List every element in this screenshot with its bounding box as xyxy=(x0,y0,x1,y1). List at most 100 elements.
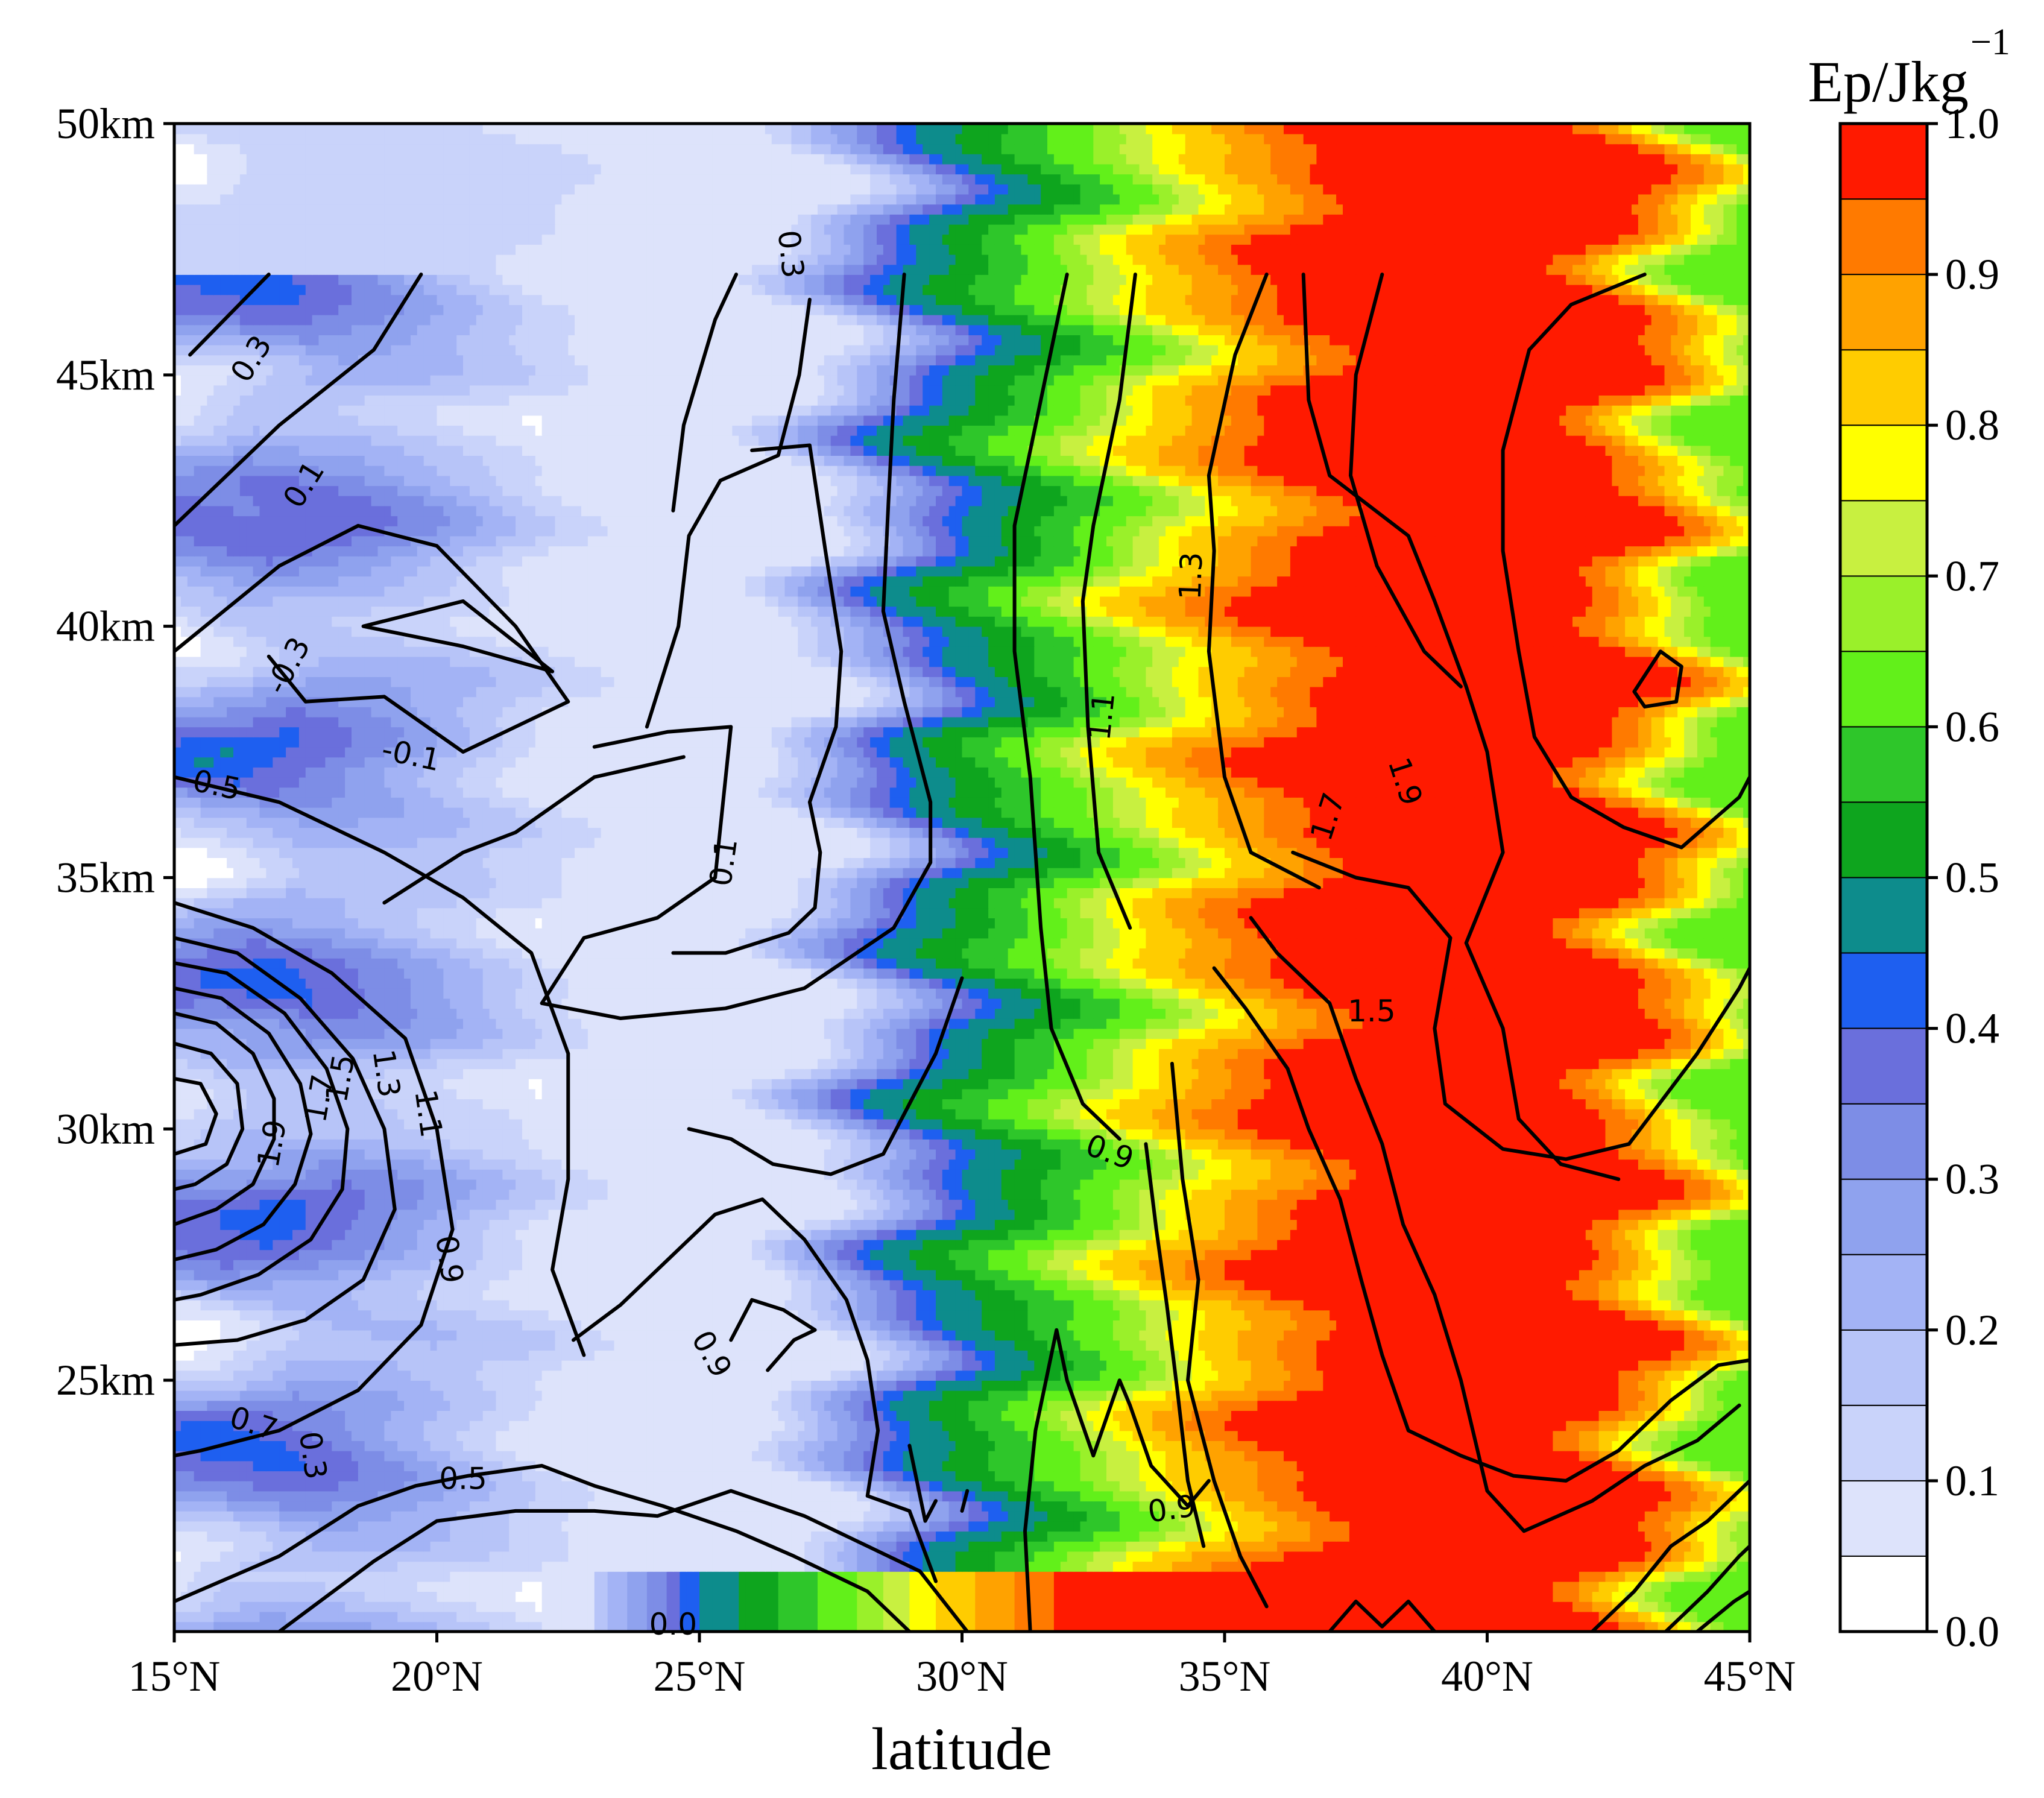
heatmap-cell xyxy=(936,1531,943,1542)
heatmap-cell xyxy=(883,1480,891,1492)
heatmap-cell xyxy=(830,1601,838,1612)
heatmap-cell xyxy=(509,1521,516,1532)
heatmap-cell xyxy=(634,1621,641,1632)
heatmap-cell xyxy=(936,1480,943,1492)
heatmap-cell xyxy=(614,1621,622,1632)
heatmap-cell xyxy=(712,1581,720,1592)
heatmap-cell xyxy=(877,1581,884,1592)
heatmap-cell xyxy=(1277,1480,1284,1492)
heatmap-cell xyxy=(1658,1501,1665,1512)
heatmap-cell xyxy=(693,1440,700,1451)
heatmap-cell xyxy=(1480,1450,1488,1462)
heatmap-cell xyxy=(541,1521,549,1532)
heatmap-cell xyxy=(1519,1440,1527,1451)
heatmap-cell xyxy=(1487,1510,1495,1522)
heatmap-cell xyxy=(883,1471,891,1481)
heatmap-cell xyxy=(1277,1471,1284,1481)
heatmap-cell xyxy=(804,1490,812,1502)
heatmap-cell xyxy=(233,1510,241,1522)
heatmap-cell xyxy=(1369,1601,1377,1612)
heatmap-cell xyxy=(352,1591,359,1602)
heatmap-cell xyxy=(863,1471,871,1481)
heatmap-cell xyxy=(1277,1490,1284,1502)
heatmap-cell xyxy=(1703,1601,1711,1612)
heatmap-cell xyxy=(489,1571,497,1582)
heatmap-cell xyxy=(1047,1440,1055,1451)
heatmap-cell xyxy=(1513,1440,1521,1451)
heatmap-cell xyxy=(187,1621,195,1632)
heatmap-cell xyxy=(1336,1501,1343,1512)
heatmap-cell xyxy=(325,1490,333,1502)
heatmap-cell xyxy=(1664,1561,1672,1572)
heatmap-cell xyxy=(1225,1531,1232,1542)
heatmap-cell xyxy=(1014,1541,1022,1552)
heatmap-cell xyxy=(194,1460,201,1472)
heatmap-cell xyxy=(338,1621,345,1632)
heatmap-cell xyxy=(955,1541,963,1552)
heatmap-cell xyxy=(1053,1581,1061,1592)
heatmap-cell xyxy=(318,1581,326,1592)
heatmap-cell xyxy=(1494,1480,1501,1492)
heatmap-cell xyxy=(1034,1551,1041,1562)
heatmap-cell xyxy=(1402,1621,1409,1632)
heatmap-cell xyxy=(292,1591,300,1602)
heatmap-cell xyxy=(1106,1460,1114,1472)
heatmap-cell xyxy=(1454,1531,1462,1542)
heatmap-cell xyxy=(1060,1621,1068,1632)
heatmap-cell xyxy=(1244,1591,1252,1602)
heatmap-cell xyxy=(1080,1450,1088,1462)
heatmap-cell xyxy=(1703,1531,1711,1542)
heatmap-cell xyxy=(686,1531,693,1542)
heatmap-cell xyxy=(778,1450,786,1462)
heatmap-cell xyxy=(489,1561,497,1572)
heatmap-cell xyxy=(200,1531,208,1542)
heatmap-cell xyxy=(1316,1611,1324,1623)
heatmap-cell xyxy=(784,1420,792,1431)
heatmap-cell xyxy=(889,1561,897,1572)
heatmap-cell xyxy=(666,1521,674,1532)
heatmap-cell xyxy=(1467,1430,1475,1441)
heatmap-cell xyxy=(1710,1501,1718,1512)
heatmap-cell xyxy=(646,1621,654,1632)
heatmap-cell xyxy=(889,1521,897,1532)
heatmap-cell xyxy=(417,1430,424,1441)
heatmap-cell xyxy=(516,1420,523,1431)
heatmap-cell xyxy=(732,1581,740,1592)
heatmap-cell xyxy=(903,1581,910,1592)
heatmap-cell xyxy=(1402,1551,1409,1562)
heatmap-cell xyxy=(666,1601,674,1612)
heatmap-cell xyxy=(620,1581,628,1592)
heatmap-cell xyxy=(555,1440,563,1451)
heatmap-cell xyxy=(548,1420,556,1431)
heatmap-cell xyxy=(482,1430,490,1441)
heatmap-cell xyxy=(968,1490,976,1502)
heatmap-cell xyxy=(325,1420,333,1431)
heatmap-cell xyxy=(870,1611,877,1623)
heatmap-cell xyxy=(1382,1521,1389,1532)
heatmap-cell xyxy=(857,1430,864,1441)
heatmap-cell xyxy=(509,1601,516,1612)
heatmap-cell xyxy=(561,1510,569,1522)
heatmap-cell xyxy=(187,1521,195,1532)
heatmap-cell xyxy=(332,1531,339,1542)
heatmap-cell xyxy=(1060,1611,1068,1623)
heatmap-cell xyxy=(352,1420,359,1431)
heatmap-cell xyxy=(1375,1510,1383,1522)
heatmap-cell xyxy=(1710,1440,1718,1451)
heatmap-cell xyxy=(765,1510,772,1522)
heatmap-cell xyxy=(634,1460,641,1472)
heatmap-cell xyxy=(430,1581,438,1592)
heatmap-cell xyxy=(1080,1440,1088,1451)
heatmap-cell xyxy=(1185,1460,1193,1472)
heatmap-cell xyxy=(1310,1601,1317,1612)
heatmap-cell xyxy=(437,1621,444,1632)
heatmap-cell xyxy=(391,1531,398,1542)
heatmap-cell xyxy=(1730,1501,1737,1512)
heatmap-cell xyxy=(1146,1510,1153,1522)
heatmap-cell xyxy=(286,1611,293,1623)
heatmap-cell xyxy=(1178,1611,1186,1623)
heatmap-cell xyxy=(1638,1541,1645,1552)
heatmap-cell xyxy=(220,1510,227,1522)
heatmap-cell xyxy=(200,1611,208,1623)
heatmap-cell xyxy=(771,1611,779,1623)
